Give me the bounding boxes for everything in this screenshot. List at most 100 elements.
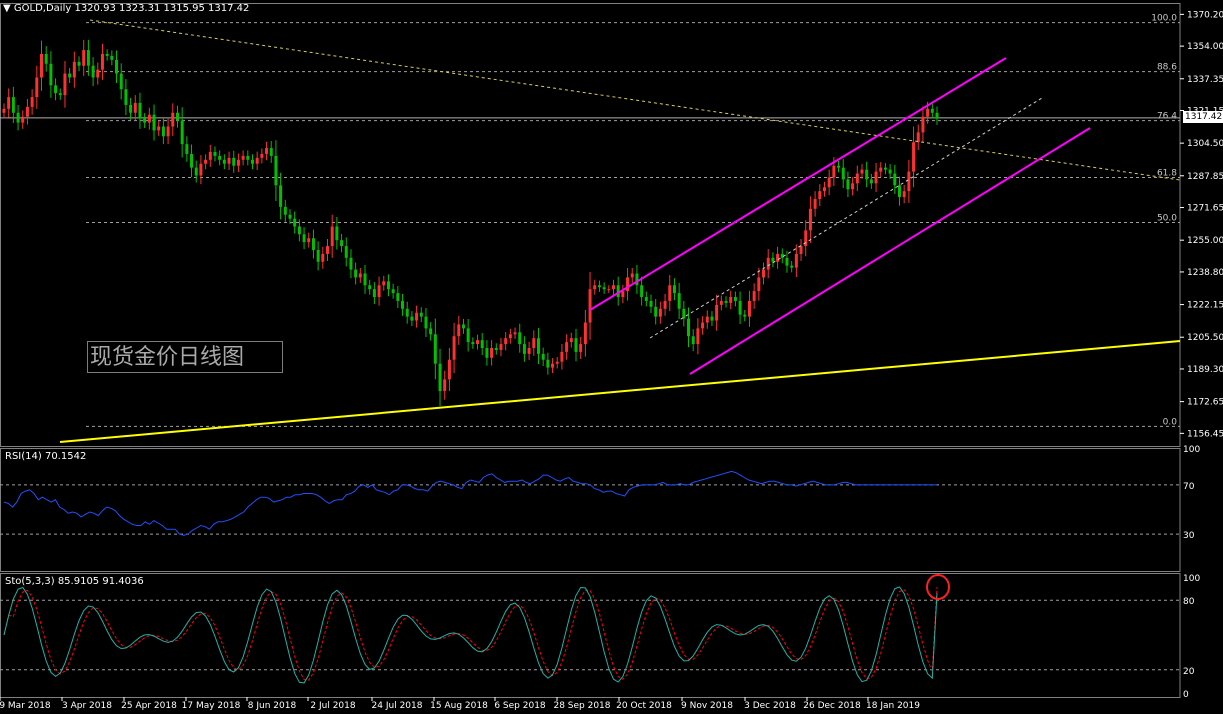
candle-body (236, 159, 240, 166)
x-tick-label: 3 Apr 2018 (62, 701, 112, 711)
candle-body (415, 312, 419, 321)
panel-frames (0, 3, 1181, 698)
candle-body (710, 316, 714, 321)
candle-body (82, 50, 86, 66)
candle-body (555, 361, 559, 364)
candle-body (527, 347, 531, 354)
candle-body (719, 300, 723, 305)
candle-body (433, 334, 437, 364)
candle-body (771, 257, 775, 262)
price-tick-label: 1172.65 (1187, 398, 1223, 408)
candle-body (841, 167, 845, 180)
candle-body (490, 347, 494, 358)
candle-body (11, 97, 15, 113)
candle-body (297, 226, 301, 235)
candle-body (682, 308, 686, 319)
rsi-panel: 100 70 30 (0, 445, 1200, 541)
x-tick-label: 18 Jan 2019 (866, 701, 920, 711)
candle-body (68, 73, 72, 78)
candle-body (551, 363, 555, 368)
price-tick-label: 1287.85 (1187, 172, 1223, 182)
candle-body (293, 218, 297, 227)
candle-body (7, 97, 11, 109)
candle-body (780, 253, 784, 258)
dropdown-triangle-icon[interactable]: ▼ (3, 3, 11, 14)
candle-body (30, 97, 34, 107)
candle-body (100, 53, 104, 70)
candle-body (180, 120, 184, 145)
x-tick-label: 28 Sep 2018 (553, 701, 610, 711)
candle-body (218, 155, 222, 160)
sto-title: Sto(5,3,3) 85.9105 91.4036 (5, 576, 144, 587)
candle-body (827, 177, 831, 188)
candle-body (72, 61, 76, 78)
candle-body (382, 281, 386, 286)
candle-body (874, 171, 878, 184)
candle-body (663, 300, 667, 309)
x-tick-label: 9 Mar 2018 (0, 701, 51, 711)
candle-body (808, 208, 812, 231)
panel-border (0, 3, 1181, 447)
candle-body (25, 106, 29, 117)
candle-body (166, 126, 170, 137)
panel-border (0, 448, 1181, 572)
candle-body (260, 153, 264, 158)
candle-body (283, 206, 287, 215)
rsi-tick-label: 100 (1183, 445, 1200, 455)
sto-tick-label: 80 (1183, 597, 1195, 607)
candle-body (457, 324, 461, 337)
candle-body (588, 289, 592, 323)
candle-body (63, 73, 67, 96)
candle-body (476, 340, 480, 345)
candle-body (246, 155, 250, 160)
candle-body (157, 126, 161, 131)
candle-body (204, 159, 208, 164)
candle-body (143, 118, 147, 123)
candle-body (837, 165, 841, 168)
dotted-resistance-line (89, 19, 1181, 181)
x-tick-label: 17 May 2018 (182, 701, 241, 711)
symbol-label: GOLD,Daily (13, 3, 72, 14)
price-tick-label: 1337.35 (1187, 75, 1223, 85)
x-tick-label: 15 Aug 2018 (430, 701, 488, 711)
candle-body (696, 328, 700, 345)
candle-body (96, 69, 100, 78)
candle-body (855, 173, 859, 184)
candle-body (227, 157, 231, 164)
candle-body (621, 291, 625, 298)
candle-body (410, 316, 414, 321)
current-price-label: 1317.42 (1183, 111, 1223, 123)
fib-level-label: 100.0 (1151, 14, 1177, 24)
candle-body (54, 85, 58, 94)
candle-body (21, 116, 25, 123)
candle-body (147, 114, 151, 123)
candle-body (129, 104, 133, 113)
candle-body (471, 342, 475, 345)
candle-body (354, 269, 358, 278)
candle-body (419, 312, 423, 317)
candle-body (105, 53, 109, 56)
candle-body (724, 300, 728, 303)
candle-body (232, 157, 236, 166)
candle-body (330, 226, 334, 247)
candle-body (883, 167, 887, 170)
x-tick-label: 26 Dec 2018 (803, 701, 861, 711)
candle-body (452, 336, 456, 360)
candle-body (865, 169, 869, 180)
candle-body (579, 344, 583, 352)
candle-body (616, 285, 620, 298)
candle-body (846, 179, 850, 190)
candle-body (785, 257, 789, 266)
panel-border (0, 573, 1181, 698)
candle-body (583, 322, 587, 345)
candle-body (593, 285, 597, 290)
candle-body (16, 112, 20, 123)
candle-body (691, 336, 695, 345)
candle-body (799, 246, 803, 254)
candle-body (44, 53, 48, 64)
candle-body (611, 285, 615, 290)
candle-body (250, 159, 254, 164)
candle-body (307, 238, 311, 243)
candle-body (35, 77, 39, 98)
candle-body (321, 253, 325, 262)
